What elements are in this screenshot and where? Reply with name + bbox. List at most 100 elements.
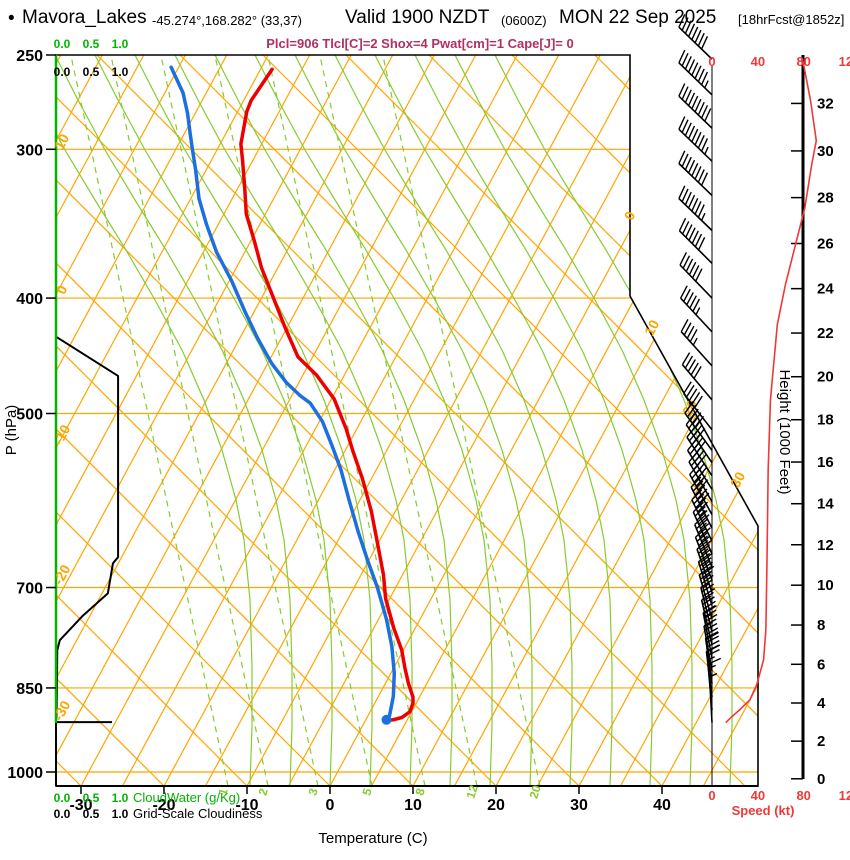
barb-feather [687,438,697,451]
barb-feather [688,388,698,402]
mixing-ratio-label: 1 [216,786,231,797]
barb-feather [695,307,701,316]
mixing-ratio-line [160,55,319,786]
barb-feather [700,138,709,152]
barb-feather [703,609,717,618]
barb-staff [678,95,713,129]
barb-feather [694,98,702,113]
speed-axis: 0040408080120120 [708,54,850,803]
height-tick-label: 6 [817,656,825,673]
barb-feather [694,29,702,44]
mixing-ratio-line [214,55,373,786]
barb-feather [691,467,702,479]
barb-feather [696,510,708,521]
barb-feather [706,631,719,640]
barb-feather [678,185,686,199]
barb-feather [707,657,722,665]
barb-feather [694,484,706,496]
wind-barb [708,673,718,723]
mixing-ratio-line [267,55,426,786]
barb-feather [691,265,700,279]
barb-feather [684,20,692,34]
barb-feather [691,128,699,143]
barb-feather [705,612,713,619]
barb-feather [686,425,697,438]
barb-feather [704,146,709,155]
barb-feather [706,639,720,648]
isotherm-line [56,55,394,786]
dry-adiabat-line [179,55,758,786]
barb-feather [693,493,705,505]
wind-barb [681,352,713,401]
speed-scale-top-label: 0 [708,54,715,69]
pressure-tick-label: 1000 [7,765,43,782]
barb-feather [685,224,693,238]
cloudiness-axis-title: Grid-Scale Cloudiness [133,806,263,821]
temperature-axis-title: Temperature (C) [318,830,427,847]
cloudwater-top-tick-label: 0.5 [83,37,100,51]
wind-barb [678,150,713,197]
isotherm-line [56,55,311,786]
barb-feather [684,191,692,206]
barb-feather [691,489,703,501]
valid-time: Valid 1900 NZDT [345,7,490,28]
barb-feather [702,560,710,567]
barb-feather [681,352,691,365]
temperature-tick-label: -20 [152,797,175,814]
pressure-tick-label: 300 [16,142,43,159]
barb-feather [699,540,712,551]
isotherm-line [56,55,352,786]
barb-feather [678,150,686,164]
barb-feather [701,591,714,601]
height-tick-label: 4 [817,695,826,712]
wind-barb [680,319,713,367]
dry-adiabat-line [56,55,663,786]
cloud-fraction-line [55,335,120,724]
height-tick-label: 8 [817,617,825,634]
valid-utc: (0600Z) [501,13,547,28]
barb-feather [708,664,716,670]
isotherm-line [329,55,726,786]
height-tick-label: 20 [817,369,834,386]
barb-feather [687,159,696,174]
dry-adiabat-line [56,55,746,786]
cloud-fraction-polyline [55,335,120,724]
barb-feather [692,480,704,492]
dry-adiabat-line [56,55,248,786]
barb-feather [695,527,707,538]
temperature-curve [239,67,415,723]
barb-feather [698,492,710,504]
barb-staff [694,524,713,568]
cloudiness-bottom-tick-label: 0.5 [83,807,100,821]
barb-feather [692,337,698,346]
mixing-ratio-label: 20 [527,783,544,800]
height-tick-label: 32 [817,95,834,112]
isotherm-label-right: 10 [641,317,663,338]
barb-feather [700,552,713,563]
barb-staff [679,264,713,299]
wind-barb [692,501,713,555]
moist-adiabat-line [56,55,253,786]
barb-feather [700,71,709,86]
wind-barb [678,185,713,232]
barb-feather [700,579,713,589]
dry-adiabat-line [56,55,580,786]
barb-feather [681,86,689,100]
barb-feather [678,217,687,232]
pressure-tick-label: 500 [16,406,43,423]
barb-feather [696,488,708,500]
barb-feather [701,535,708,542]
dry-adiabat-line [96,55,758,786]
barb-feather [700,522,707,529]
wind-barb [678,14,713,60]
wind-barb [680,285,713,333]
wind-barb [678,83,713,129]
isotherm-line [80,55,477,786]
barb-feather [687,23,696,37]
height-tick-label: 10 [817,577,834,594]
barb-staff [697,561,713,606]
dry-adiabat-line [56,55,497,786]
height-tick-label: 12 [817,537,834,554]
